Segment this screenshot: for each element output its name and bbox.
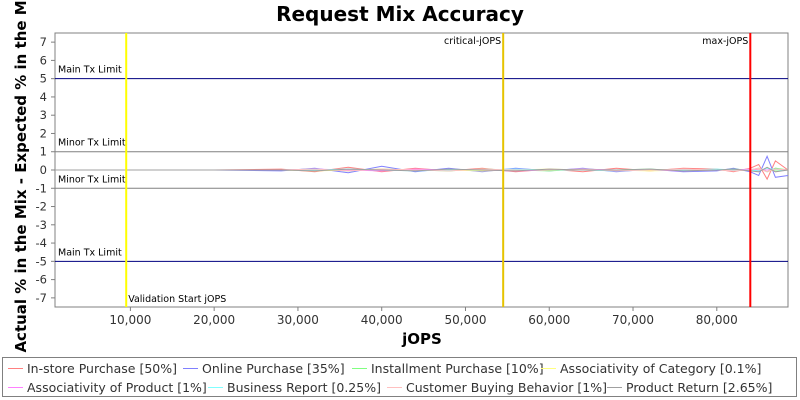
y-tick-label: 5 [40, 72, 47, 86]
x-axis-label: jOPS [401, 330, 442, 348]
legend-item: Business Report [0.25%] [208, 379, 381, 395]
limit-line-label: Minor Tx Limit [58, 174, 126, 185]
y-tick-label: 7 [40, 35, 47, 49]
series-line [55, 166, 789, 173]
y-tick-label: 2 [40, 126, 47, 140]
y-tick-label: -7 [36, 291, 47, 305]
y-tick-label: -5 [36, 254, 47, 268]
y-axis-label: Actual % in the Mix - Expected % in the … [12, 0, 30, 353]
series-line [55, 167, 789, 173]
legend: In-store Purchase [50%] Online Purchase [… [2, 357, 797, 397]
legend-label: Product Return [2.65%] [626, 379, 773, 395]
limit-line-label: Main Tx Limit [58, 65, 122, 76]
legend-item: Customer Buying Behavior [1%] [387, 379, 607, 395]
y-tick-label: 4 [40, 90, 47, 104]
legend-label: In-store Purchase [50%] [27, 360, 177, 376]
marker-label: critical-jOPS [444, 36, 501, 47]
marker-label: Validation Start jOPS [128, 294, 226, 305]
legend-item: Associativity of Product [1%] [8, 379, 207, 395]
legend-swatch [8, 367, 23, 369]
y-tick-label: 0 [40, 163, 47, 177]
y-tick-label: -2 [36, 200, 47, 214]
legend-swatch [8, 386, 23, 388]
y-tick-label: 3 [40, 108, 47, 122]
legend-item: Product Return [2.65%] [607, 379, 772, 395]
plot-svg: Main Tx Limit Minor Tx Limit Minor Tx Limi… [12, 0, 789, 353]
x-tick-label: 20,000 [193, 313, 235, 327]
y-tick-label: 1 [40, 145, 47, 159]
x-tick-label: 80,000 [696, 313, 738, 327]
legend-label: Customer Buying Behavior [1%] [406, 379, 607, 395]
y-tick-label: 6 [40, 53, 47, 67]
x-tick-label: 70,000 [612, 313, 654, 327]
x-tick-label: 60,000 [528, 313, 570, 327]
legend-label: Associativity of Category [0.1%] [560, 360, 762, 376]
plot-layer: Main Tx Limit Minor Tx Limit Minor Tx Limi… [36, 32, 789, 327]
legend-swatch [607, 386, 622, 388]
legend-swatch [541, 367, 556, 369]
y-tick-label: -4 [36, 236, 47, 250]
legend-item: In-store Purchase [50%] [8, 360, 177, 376]
legend-label: Installment Purchase [10%] [371, 360, 544, 376]
y-tick-label: -6 [36, 273, 47, 287]
x-tick-label: 50,000 [444, 313, 486, 327]
marker-label: max-jOPS [702, 36, 748, 47]
limit-line-label: Main Tx Limit [58, 247, 122, 258]
legend-label: Online Purchase [35%] [202, 360, 345, 376]
legend-label: Business Report [0.25%] [227, 379, 381, 395]
x-tick-label: 30,000 [277, 313, 319, 327]
legend-item: Installment Purchase [10%] [352, 360, 544, 376]
legend-swatch [352, 367, 367, 369]
y-tick-label: -1 [36, 181, 47, 195]
legend-swatch [183, 367, 198, 369]
x-tick-label: 40,000 [361, 313, 403, 327]
limit-line-label: Minor Tx Limit [58, 138, 126, 149]
legend-item: Associativity of Category [0.1%] [541, 360, 761, 376]
legend-label: Associativity of Product [1%] [27, 379, 207, 395]
legend-item: Online Purchase [35%] [183, 360, 345, 376]
y-tick-label: -3 [36, 218, 47, 232]
chart-title: Request Mix Accuracy [276, 2, 524, 26]
legend-swatch [387, 386, 402, 388]
legend-swatch [208, 386, 223, 388]
x-tick-label: 10,000 [109, 313, 151, 327]
